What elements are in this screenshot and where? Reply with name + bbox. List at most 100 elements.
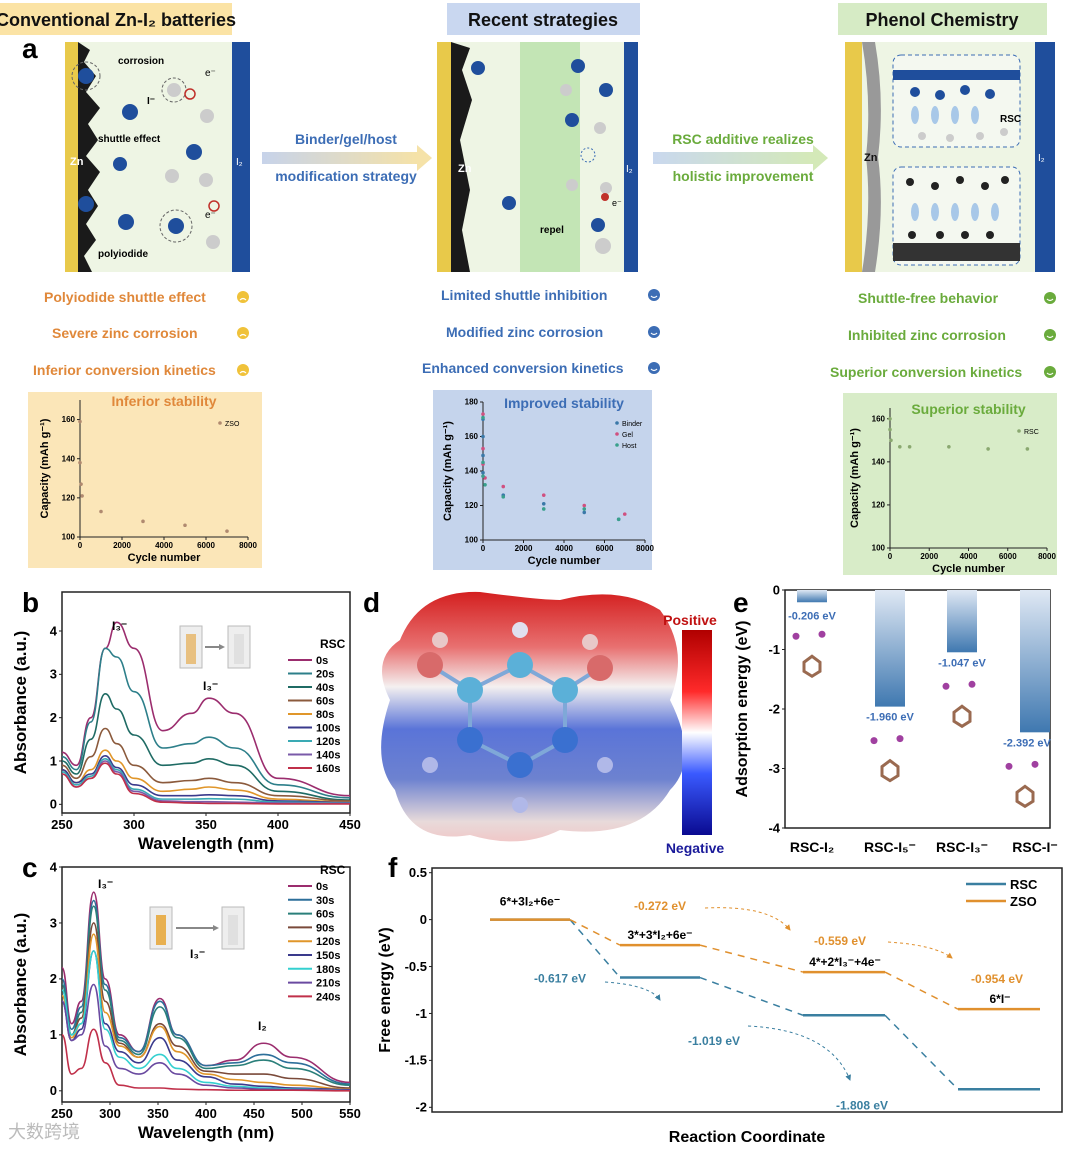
a-left-point-ZSO xyxy=(99,509,103,514)
f-y-axis-label: Free energy (eV) xyxy=(377,927,394,1052)
a-middle-point-Binder xyxy=(541,501,546,506)
e-y-tick-label: -4 xyxy=(768,820,780,835)
a-right-title: Superior stability xyxy=(911,401,1026,417)
schematic-recent: Zn I₂ repel e⁻ xyxy=(437,42,638,272)
face-circle xyxy=(648,326,660,338)
zn-label-middle: Zn xyxy=(458,163,472,175)
a-right-point-RSC xyxy=(907,444,912,449)
b-legend-label: 100s xyxy=(316,723,340,735)
a-middle-y-tick-label: 100 xyxy=(465,536,479,545)
a-right-x-tick-label: 4000 xyxy=(960,552,978,561)
features-recent: Limited shuttle inhibition Modified zinc… xyxy=(422,287,624,376)
a-left-x-tick-label: 8000 xyxy=(239,541,257,550)
b-legend-label: 160s xyxy=(316,763,340,775)
a-middle-point-Binder xyxy=(582,510,587,515)
a-left-y-axis-label: Capacity (mAh g⁻¹) xyxy=(39,418,51,518)
chart-bg-inferior xyxy=(28,392,262,568)
f-state-label: 6*+3I₂+6e⁻ xyxy=(500,895,560,909)
a-right-point-RSC xyxy=(947,444,951,449)
c-x-tick-label: 500 xyxy=(291,1106,313,1121)
f-y-tick-label: -2 xyxy=(415,1100,427,1115)
a-middle-legend-label: Gel xyxy=(622,432,633,439)
i2-label-right: I₂ xyxy=(1038,153,1045,164)
smile-face-icon xyxy=(648,289,660,301)
f-curved-arrow xyxy=(747,1025,851,1081)
f-legend-label: RSC xyxy=(1010,877,1038,892)
f-energy-label-ZSO: -0.954 eV xyxy=(971,972,1023,986)
panel-label-d: d xyxy=(363,587,380,618)
b-series-0s xyxy=(61,621,351,797)
b-series-80s xyxy=(61,749,351,803)
f-connector-RSC xyxy=(569,919,621,979)
a-left-x-tick-label: 0 xyxy=(78,541,83,550)
b-series-60s xyxy=(61,727,351,802)
face-circle xyxy=(648,289,660,301)
panel-label-e: e xyxy=(733,587,749,618)
face-circle xyxy=(648,362,660,374)
f-connector-ZSO xyxy=(699,944,804,973)
electrostatic-potential-surface xyxy=(381,591,685,842)
feature-item: Shuttle-free behavior xyxy=(858,290,999,306)
c-x-tick-label: 400 xyxy=(195,1106,217,1121)
a-left-point-ZSO xyxy=(225,529,229,533)
header-phenol-text: Phenol Chemistry xyxy=(865,10,1018,30)
sad-face-icon xyxy=(237,291,249,303)
face-circle xyxy=(1044,292,1056,304)
c-y-tick-label: 1 xyxy=(50,1027,57,1042)
e-bar xyxy=(875,590,905,707)
a-right-legend-label: RSC xyxy=(1024,429,1039,436)
b-y-tick-label: 4 xyxy=(50,623,58,638)
chart-bg-superior xyxy=(843,393,1057,575)
feature-item: Inhibited zinc corrosion xyxy=(848,327,1006,343)
c-series-240s xyxy=(61,1028,351,1092)
f-y-tick-label: 0.5 xyxy=(409,865,427,880)
a-middle-legend-label: Host xyxy=(622,443,636,450)
repel-label: repel xyxy=(540,225,564,236)
b-annotation: I₃⁻ xyxy=(203,679,218,693)
c-x-tick-label: 350 xyxy=(147,1106,169,1121)
happy-face-icon xyxy=(1044,366,1056,378)
b-series-120s xyxy=(61,758,351,804)
schematic-phenol: Zn I₂ RSC xyxy=(845,42,1055,272)
a-middle-point-Gel xyxy=(501,484,506,489)
a-middle-x-axis-label: Cycle number xyxy=(528,555,601,567)
face-mouth xyxy=(650,368,658,372)
electron-label: e⁻ xyxy=(205,68,216,79)
arrow1-line2: modification strategy xyxy=(275,168,417,184)
a-left-point-ZSO xyxy=(78,419,82,424)
b-axes-frame xyxy=(61,591,351,814)
face-mouth xyxy=(239,333,247,337)
a-middle-x-tick-label: 2000 xyxy=(515,544,533,553)
a-left-y-tick-label: 120 xyxy=(62,494,76,503)
b-legend-title: RSC xyxy=(320,637,346,651)
a-left-x-tick-label: 4000 xyxy=(155,541,173,550)
a-right-x-tick-label: 6000 xyxy=(999,552,1017,561)
c-y-tick-label: 0 xyxy=(50,1083,57,1098)
happy-face-icon xyxy=(1044,292,1056,304)
a-left-point-ZSO xyxy=(183,523,187,528)
e-bar-label: -0.206 eV xyxy=(788,610,836,622)
c-x-tick-label: 450 xyxy=(243,1106,265,1121)
esp-map: Positive Negative xyxy=(381,591,724,856)
c-legend-label: 120s xyxy=(316,936,340,948)
a-right-x-tick-label: 8000 xyxy=(1038,552,1056,561)
c-series-150s xyxy=(61,950,351,1091)
panel-label-c: c xyxy=(22,852,38,883)
f-energy-label-RSC: -0.617 eV xyxy=(534,972,586,986)
c-x-tick-label: 300 xyxy=(99,1106,121,1121)
iodine-atom xyxy=(942,682,950,690)
feature-item: Severe zinc corrosion xyxy=(52,325,198,341)
i2-label-middle: I₂ xyxy=(626,164,633,175)
header-recent-text: Recent strategies xyxy=(468,10,618,30)
feature-item: Limited shuttle inhibition xyxy=(441,287,607,303)
electron-label-middle: e⁻ xyxy=(612,198,622,208)
a-middle-point-Host xyxy=(541,507,546,511)
a-left-x-tick-label: 2000 xyxy=(113,541,131,550)
b-legend-label: 60s xyxy=(316,696,334,708)
f-energy-label-RSC: -1.019 eV xyxy=(688,1034,740,1048)
a-right-legend-marker xyxy=(1017,429,1021,433)
a-middle-x-tick-label: 4000 xyxy=(555,544,573,553)
b-series-160s xyxy=(61,762,350,805)
b-legend-label: 80s xyxy=(316,709,334,721)
